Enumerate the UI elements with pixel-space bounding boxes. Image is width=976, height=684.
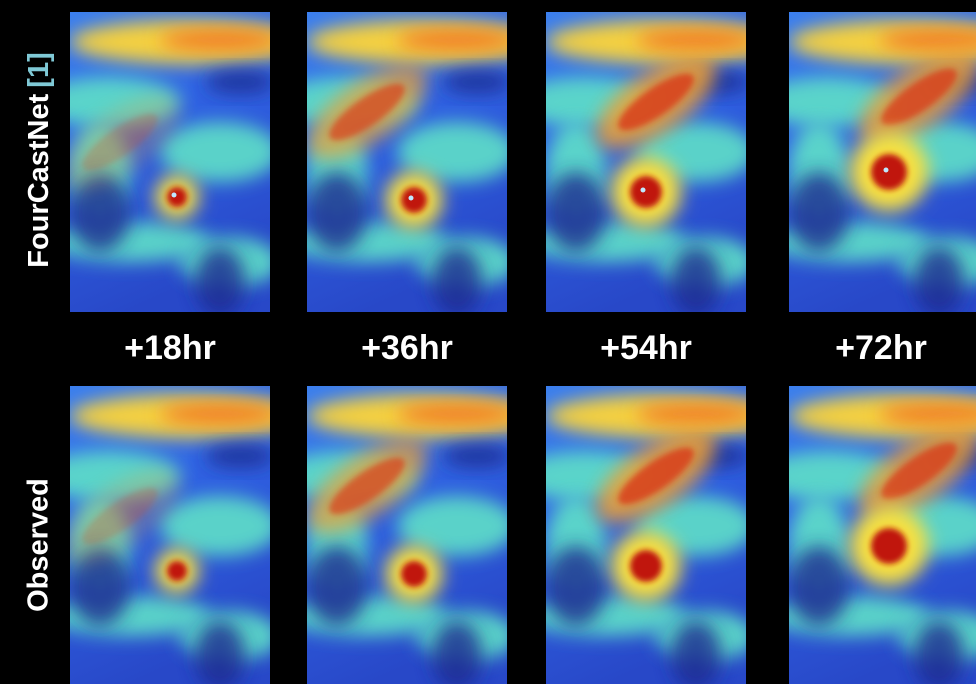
trough xyxy=(546,172,606,252)
storm xyxy=(630,176,662,208)
trough xyxy=(789,172,849,252)
time-label: +72hr xyxy=(835,329,927,367)
page: {"row_labels": [{"text": "FourCastNet", … xyxy=(0,0,976,684)
jet-top-core xyxy=(160,404,280,424)
storm-eye xyxy=(884,168,889,173)
jet-top-core xyxy=(397,30,517,50)
row-label-text: Observed xyxy=(23,478,55,612)
trough xyxy=(195,247,245,317)
jet-top-core xyxy=(160,30,280,50)
storm xyxy=(871,154,907,190)
time-label: +36hr xyxy=(361,329,453,367)
storm-eye xyxy=(409,196,414,201)
row-label: Observed xyxy=(23,478,55,612)
model-name: FourCastNet xyxy=(23,93,55,267)
trough xyxy=(432,247,482,317)
time-label: +54hr xyxy=(600,329,692,367)
weather-map xyxy=(759,12,976,317)
storm xyxy=(871,528,907,564)
storm xyxy=(167,561,187,581)
trough xyxy=(205,70,275,94)
swirl xyxy=(160,122,280,182)
trough xyxy=(546,546,606,626)
storm xyxy=(167,187,187,207)
figure: FourCastNet [1] Observed +18hr +36hr +54hr +… xyxy=(0,0,976,684)
trough xyxy=(789,546,849,626)
storm xyxy=(401,187,427,213)
weather-map xyxy=(40,12,310,317)
trough xyxy=(442,444,512,468)
storm-eye xyxy=(641,188,646,193)
weather-map xyxy=(277,386,547,684)
storm xyxy=(630,550,662,582)
jet-top-core xyxy=(636,404,756,424)
weather-map xyxy=(277,12,547,317)
storm-eye xyxy=(172,193,177,198)
jet-top-core xyxy=(636,30,756,50)
trough xyxy=(205,444,275,468)
citation: [1] xyxy=(23,52,55,87)
jet-top-core xyxy=(397,404,517,424)
row-label: FourCastNet [1] xyxy=(23,52,55,267)
weather-map xyxy=(759,386,976,684)
trough xyxy=(307,172,367,252)
time-label: +18hr xyxy=(124,329,216,367)
trough xyxy=(671,247,721,317)
swirl xyxy=(160,496,280,556)
trough xyxy=(442,70,512,94)
trough xyxy=(914,247,964,317)
weather-map xyxy=(516,386,786,684)
storm xyxy=(401,561,427,587)
trough xyxy=(307,546,367,626)
weather-map xyxy=(40,386,310,684)
row-label-text: FourCastNet [1] xyxy=(23,52,55,267)
weather-map xyxy=(516,12,786,317)
